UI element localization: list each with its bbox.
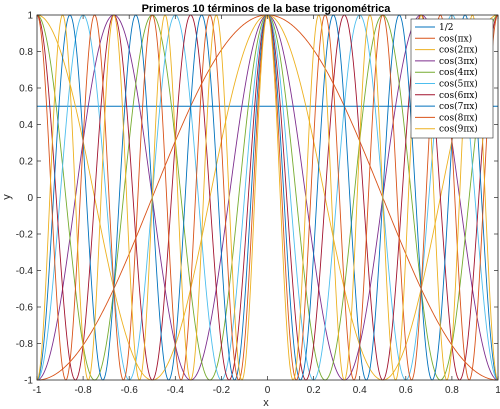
y-tick-label: 0.6 bbox=[19, 84, 33, 95]
x-tick-label: 1 bbox=[495, 385, 500, 396]
chart-title: Primeros 10 términos de la base trigonom… bbox=[142, 3, 392, 15]
legend: 1/2cos(πx)cos(2πx)cos(3πx)cos(4πx)cos(5π… bbox=[410, 18, 494, 139]
legend-label: cos(2πx) bbox=[439, 45, 478, 56]
y-axis-label: y bbox=[1, 194, 13, 200]
x-tick-label: -0.2 bbox=[213, 385, 231, 396]
x-tick-label: -0.4 bbox=[167, 385, 185, 396]
legend-box bbox=[410, 18, 494, 139]
y-tick-label: -0.8 bbox=[16, 339, 34, 350]
legend-label: cos(3πx) bbox=[439, 56, 478, 67]
y-tick-label: 0 bbox=[27, 193, 33, 204]
x-tick-label: 0.4 bbox=[353, 385, 367, 396]
legend-label: cos(8πx) bbox=[439, 112, 478, 123]
x-axis: -1 -0.8 -0.6 -0.4 -0.2 0 0.2 0.4 0.6 0.8 1 bbox=[33, 15, 500, 396]
y-tick-label: -0.2 bbox=[16, 230, 34, 241]
legend-label: cos(7πx) bbox=[439, 101, 478, 112]
legend-label: cos(9πx) bbox=[439, 124, 478, 135]
x-tick-label: 0 bbox=[265, 385, 271, 396]
legend-items: 1/2cos(πx)cos(2πx)cos(3πx)cos(4πx)cos(5π… bbox=[415, 23, 478, 135]
y-tick-label: 0.4 bbox=[19, 120, 33, 131]
y-axis: -1 -0.8 -0.6 -0.4 -0.2 0 0.2 0.4 0.6 0.8 1 bbox=[16, 11, 498, 387]
x-tick-label: -0.6 bbox=[121, 385, 139, 396]
legend-label: cos(πx) bbox=[439, 33, 472, 44]
x-tick-label: 0.2 bbox=[307, 385, 321, 396]
legend-label: 1/2 bbox=[439, 23, 453, 33]
x-tick-label: -1 bbox=[33, 385, 42, 396]
legend-label: cos(4πx) bbox=[439, 67, 478, 78]
legend-label: cos(6πx) bbox=[439, 90, 478, 101]
y-tick-label: 0.8 bbox=[19, 47, 33, 58]
y-tick-label: 1 bbox=[27, 11, 33, 22]
y-tick-label: -0.6 bbox=[16, 303, 34, 314]
x-tick-label: -0.8 bbox=[74, 385, 92, 396]
x-axis-label: x bbox=[263, 397, 269, 409]
x-tick-label: 0.8 bbox=[445, 385, 459, 396]
y-tick-label: -1 bbox=[24, 376, 33, 387]
x-tick-label: 0.6 bbox=[399, 385, 413, 396]
y-tick-label: 0.2 bbox=[19, 157, 33, 168]
legend-label: cos(5πx) bbox=[439, 79, 478, 90]
y-tick-label: -0.4 bbox=[16, 266, 34, 277]
